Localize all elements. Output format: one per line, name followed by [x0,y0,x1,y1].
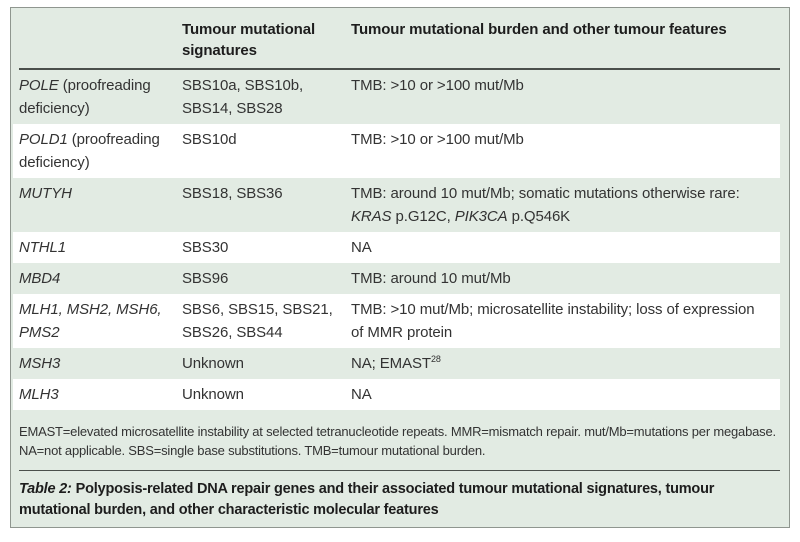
cell-signatures: Unknown [182,385,244,403]
cell-gene: MLH1, MSH2, MSH6, PMS2 [19,300,162,341]
header-rule [19,68,780,70]
cell-signatures: SBS96 [182,269,229,287]
table-row: MLH3 Unknown NA [13,378,780,410]
cell-signatures: SBS30 [182,238,229,256]
header-gene-column [13,17,182,68]
caption-rule [19,469,780,471]
cell-signatures: SBS10a, SBS10b, SBS14, SBS28 [182,76,304,117]
cell-features: NA; EMAST28 [351,353,441,372]
cell-gene: MSH3 [19,354,61,372]
table-header: Tumour mutational signatures Tumour muta… [13,8,780,68]
cell-gene: MLH3 [19,385,59,403]
cell-signatures: SBS18, SBS36 [182,184,283,202]
cell-gene: NTHL1 [19,238,67,256]
table-row: NTHL1 SBS30 NA [13,231,780,263]
cell-features: NA [351,238,372,256]
cell-signatures: Unknown [182,354,244,372]
cell-features: TMB: around 10 mut/Mb [351,269,511,287]
cell-features: NA [351,385,372,403]
cell-features: TMB: >10 or >100 mut/Mb [351,76,524,94]
cell-gene: MBD4 [19,269,61,287]
cell-features: TMB: around 10 mut/Mb; somatic mutations… [351,184,740,225]
table-row: POLE (proofreading deficiency) SBS10a, SB… [13,70,780,124]
cell-gene: POLD1 (proofreading deficiency) [19,130,160,171]
cell-signatures: SBS6, SBS15, SBS21, SBS26, SBS44 [182,300,333,341]
caption-text: Polyposis-related DNA repair genes and t… [19,481,715,518]
table-row: POLD1 (proofreading deficiency) SBS10d TMB… [13,123,780,178]
cell-features: TMB: >10 or >100 mut/Mb [351,130,524,148]
table-row: MBD4 SBS96 TMB: around 10 mut/Mb [13,263,780,294]
cell-signatures: SBS10d [182,130,237,148]
cell-gene: POLE (proofreading deficiency) [19,76,151,117]
footnote: EMAST=elevated microsatellite instabilit… [19,423,776,458]
table-row: MSH3 Unknown NA; EMAST28 [13,348,780,379]
table-row: MLH1, MSH2, MSH6, PMS2 SBS6, SBS15, SBS21… [13,293,780,348]
page: Tumour mutational signatures Tumour muta… [0,7,800,542]
table-caption: Table 2: Polyposis-related DNA repair gen… [19,479,780,521]
cell-features: TMB: >10 mut/Mb; microsatellite instabil… [351,300,755,341]
caption-label: Table 2: [19,481,72,497]
table-row: MUTYH SBS18, SBS36 TMB: around 10 mut/Mb; … [13,178,780,232]
table-panel: Tumour mutational signatures Tumour muta… [10,7,790,528]
header-features-column: Tumour mutational burden and other tumou… [351,21,727,38]
table-body: POLE (proofreading deficiency) SBS10a, SB… [13,70,780,410]
header-signatures-column: Tumour mutational signatures [182,21,316,59]
cell-gene: MUTYH [19,184,72,202]
